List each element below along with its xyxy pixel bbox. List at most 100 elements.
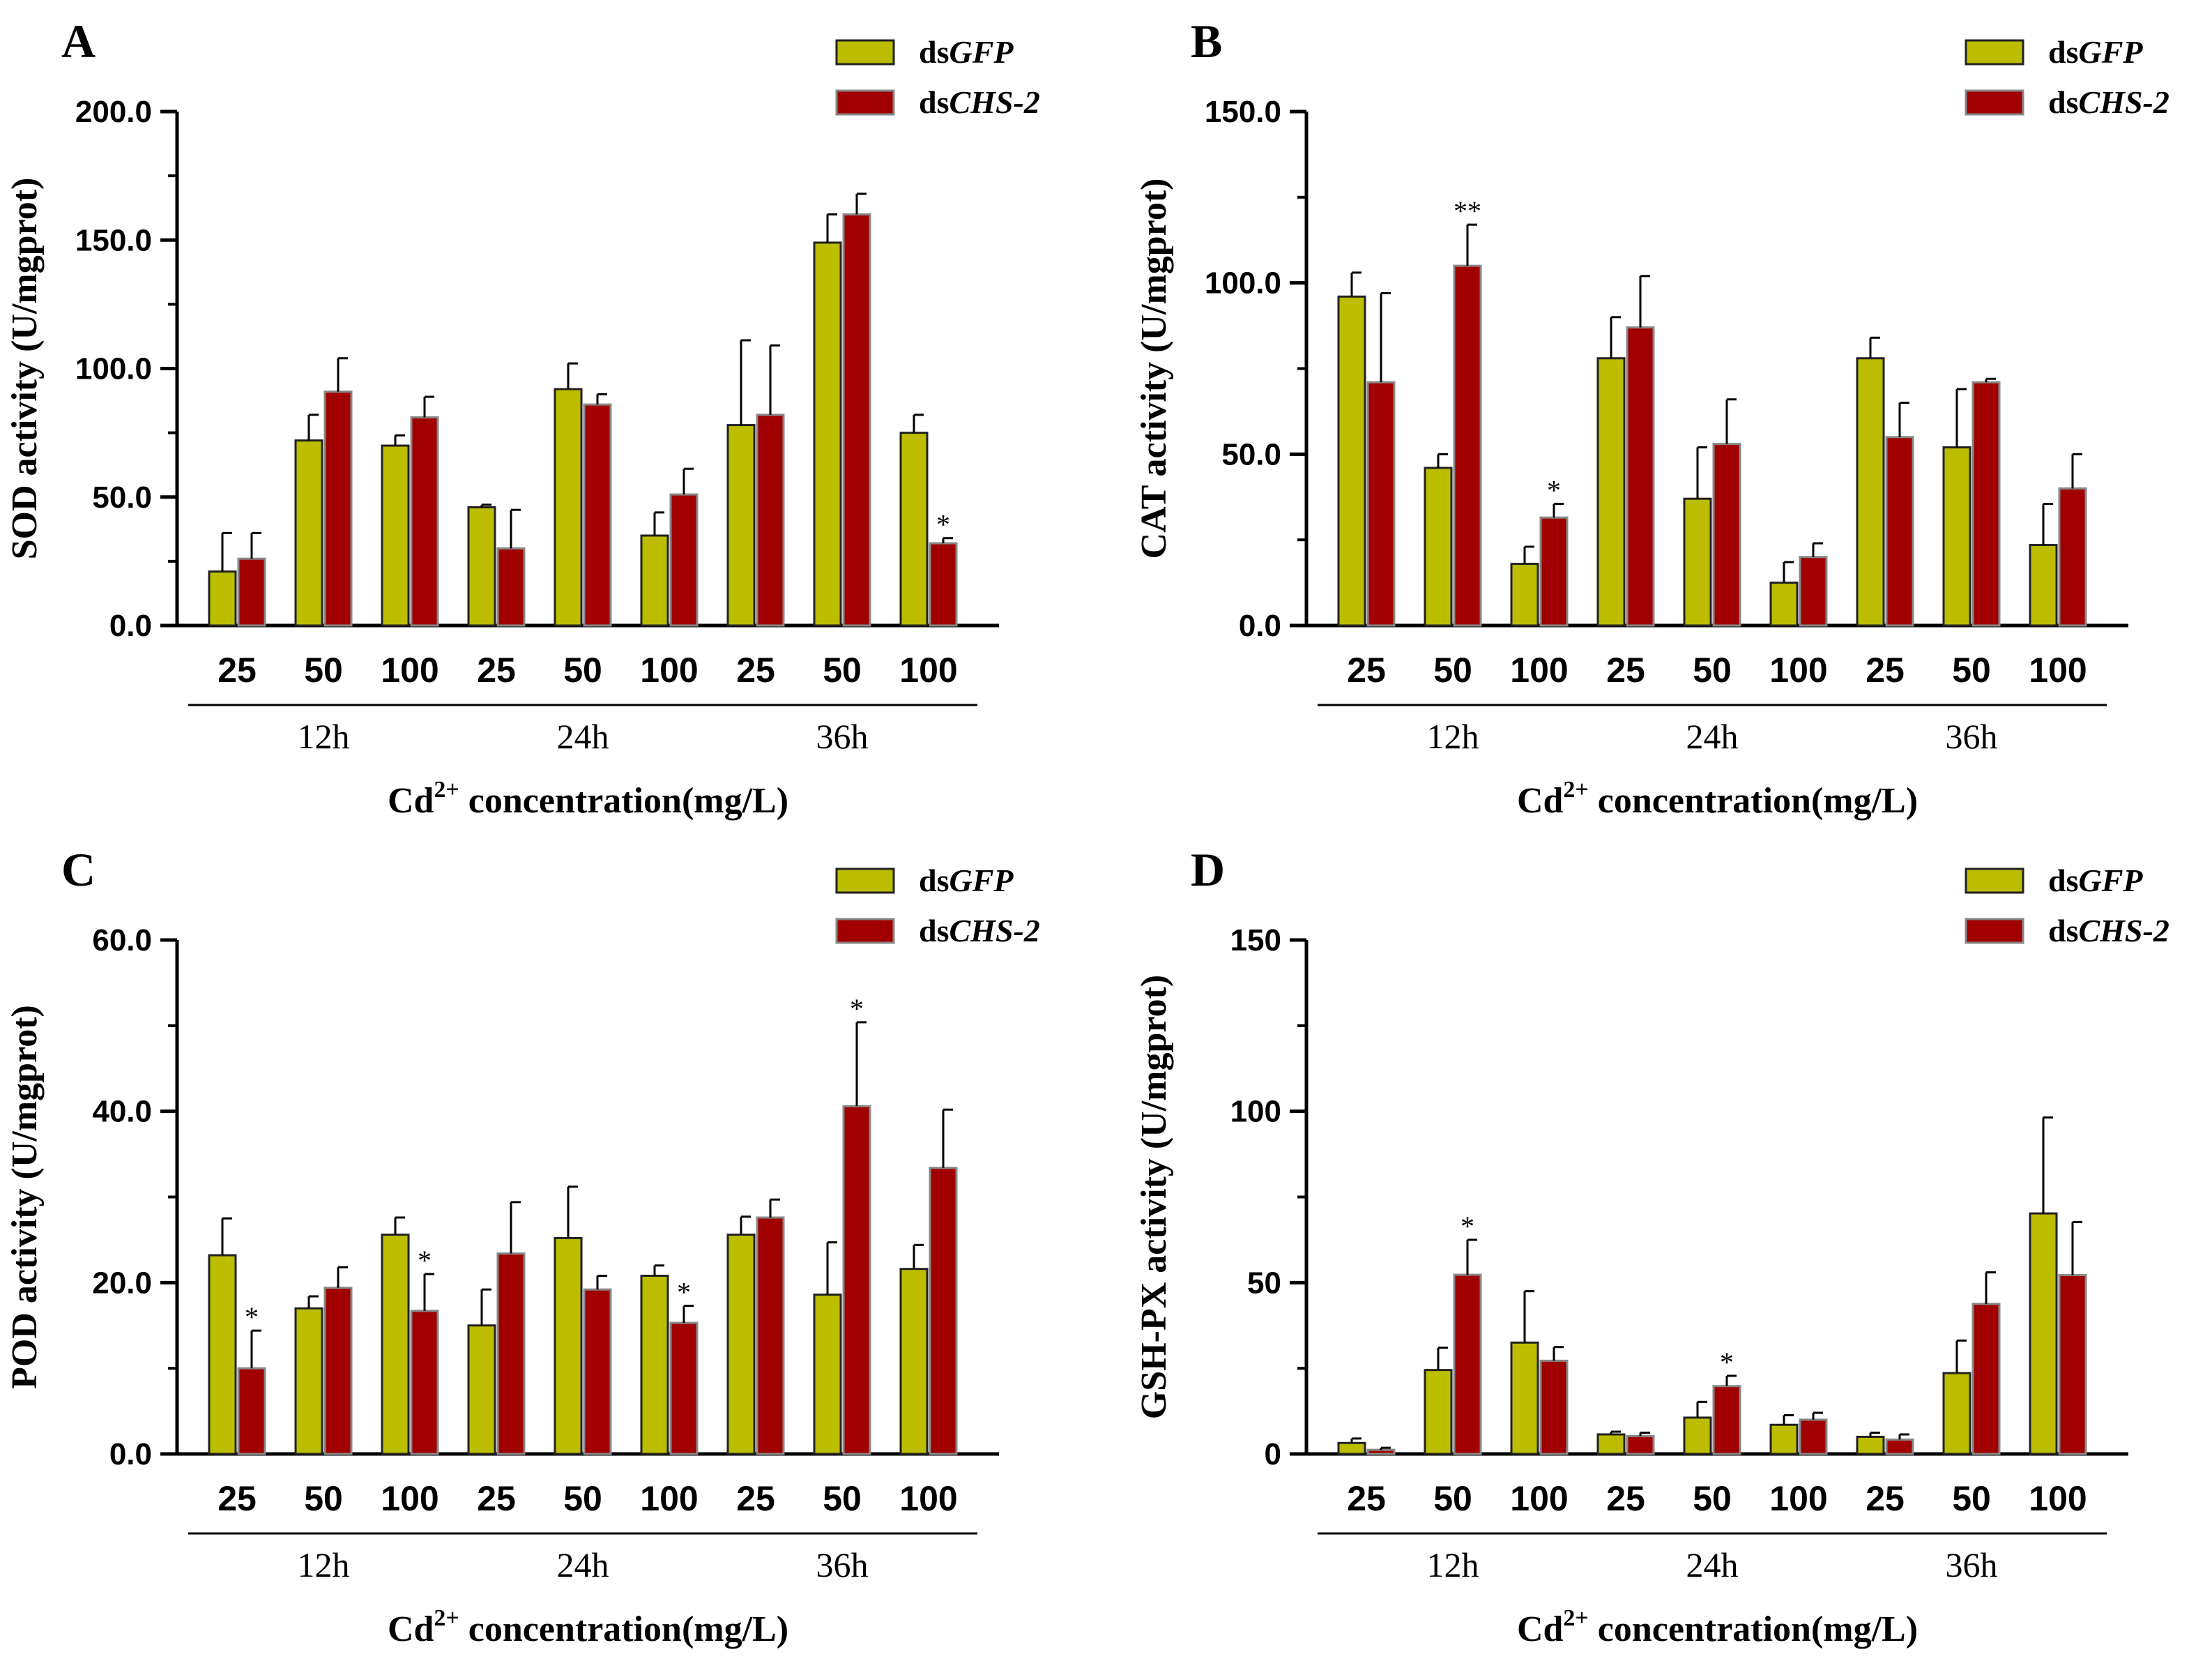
- x-category-label: 25: [1347, 1479, 1386, 1518]
- panel-letter: D: [1191, 843, 1225, 896]
- x-category-label: 25: [218, 1479, 257, 1518]
- x-category-label: 25: [218, 651, 257, 690]
- x-axis-label: Cd2+ concentration(mg/L): [388, 1605, 788, 1649]
- bar-dschs-2: [237, 557, 266, 627]
- x-group-label: 24h: [557, 717, 609, 756]
- legend-name: CHS-2: [949, 84, 1039, 120]
- x-category-label: 50: [1952, 651, 1991, 690]
- y-tick-label: 50.0: [92, 480, 152, 515]
- bar-dsgfp: [1769, 1423, 1799, 1455]
- bar-dsgfp: [1424, 467, 1453, 627]
- bar-dschs-2: [1366, 381, 1396, 627]
- significance-mark: *: [936, 509, 950, 540]
- legend-label: dsGFP: [919, 863, 1014, 898]
- bar-dschs-2: [1885, 436, 1914, 627]
- bar-dsgfp: [899, 432, 929, 627]
- legend-label: dsCHS-2: [919, 84, 1040, 120]
- legend-name: GFP: [949, 34, 1014, 70]
- x-category-label: 100: [899, 1479, 957, 1518]
- legend-label: dsCHS-2: [2048, 913, 2169, 948]
- legend-swatch: [835, 39, 895, 66]
- y-tick-label: 0.0: [109, 1437, 152, 1471]
- bar-dschs-2: [669, 1321, 699, 1455]
- bar-dsgfp: [1683, 497, 1712, 627]
- legend-prefix: ds: [919, 34, 949, 70]
- bar-dsgfp: [813, 1294, 842, 1455]
- bar-dschs-2: [929, 542, 958, 627]
- y-tick-label: 100: [1230, 1095, 1281, 1129]
- x-category-label: 100: [1510, 651, 1568, 690]
- x-category-label: 50: [823, 1479, 862, 1518]
- x-category-label: 50: [1433, 1479, 1472, 1518]
- bar-dschs-2: [1799, 1418, 1828, 1455]
- bar-dsgfp: [2029, 544, 2058, 627]
- x-label-superscript: 2+: [434, 1605, 459, 1631]
- x-group-label: 24h: [557, 1545, 609, 1584]
- legend-prefix: ds: [919, 913, 949, 948]
- x-label-rest: concentration(mg/L): [1589, 1609, 1918, 1649]
- bar-dschs-2: [756, 1216, 785, 1455]
- legend-swatch: [1965, 39, 2024, 66]
- bar-dsgfp: [726, 1234, 756, 1455]
- x-group-label: 24h: [1686, 717, 1739, 756]
- legend-label: dsGFP: [2048, 863, 2143, 898]
- bar-dschs-2: [1626, 326, 1655, 627]
- x-category-label: 25: [1606, 1479, 1645, 1518]
- x-category-label: 100: [640, 651, 698, 690]
- y-tick-label: 150: [1230, 923, 1281, 957]
- bar-dsgfp: [1510, 563, 1539, 627]
- bar-dschs-2: [1539, 516, 1569, 627]
- x-category-label: 100: [1769, 651, 1827, 690]
- bar-dsgfp: [1337, 295, 1366, 627]
- legend-label: dsGFP: [2048, 34, 2143, 70]
- significance-mark: *: [418, 1245, 432, 1276]
- legend-name: CHS-2: [2078, 913, 2169, 948]
- legend-swatch: [835, 89, 895, 116]
- bar-dschs-2: [842, 213, 871, 627]
- bar-dschs-2: [2058, 1274, 2087, 1455]
- chart-panel-b: B CAT activity (U/mgprot) 0.0 50.0 100.0 150.…: [1134, 15, 2169, 821]
- x-category-label: 100: [1510, 1479, 1568, 1518]
- bar-dschs-2: [669, 493, 699, 627]
- bar-dsgfp: [1856, 1435, 1885, 1455]
- y-tick-label: 150.0: [75, 223, 152, 257]
- x-group-label: 12h: [298, 717, 350, 756]
- chart-panel-a: A SOD activity (U/mgprot) 0.0 50.0 100.0 150.…: [5, 15, 1040, 821]
- y-tick-label: 0.0: [109, 609, 152, 643]
- y-axis-label: SOD activity (U/mgprot): [5, 178, 45, 560]
- legend-prefix: ds: [2048, 84, 2078, 120]
- bar-dschs-2: [583, 403, 612, 627]
- bar-dsgfp: [1596, 357, 1626, 627]
- y-tick-label: 0: [1265, 1437, 1281, 1471]
- bar-dsgfp: [1596, 1433, 1626, 1455]
- x-label-rest: concentration(mg/L): [1589, 781, 1918, 821]
- legend-swatch: [835, 867, 895, 894]
- bar-dschs-2: [1453, 1273, 1482, 1455]
- x-category-label: 50: [823, 651, 862, 690]
- x-label-base: Cd: [388, 1609, 434, 1649]
- x-category-label: 100: [381, 651, 438, 690]
- legend-name: GFP: [2078, 34, 2143, 70]
- significance-mark: *: [850, 993, 864, 1024]
- x-label-superscript: 2+: [434, 777, 459, 803]
- y-tick-label: 50: [1247, 1266, 1281, 1300]
- legend-name: GFP: [949, 863, 1014, 898]
- x-category-label: 50: [563, 1479, 602, 1518]
- bar-dsgfp: [899, 1268, 929, 1455]
- significance-mark: **: [1454, 195, 1481, 227]
- legend-label: dsGFP: [919, 34, 1014, 70]
- significance-mark: *: [677, 1276, 691, 1308]
- bar-dschs-2: [1971, 381, 2001, 627]
- bar-dschs-2: [1366, 1448, 1396, 1455]
- x-category-label: 100: [2029, 651, 2087, 690]
- bar-dschs-2: [1971, 1303, 2001, 1455]
- significance-mark: *: [1720, 1347, 1734, 1378]
- x-label-base: Cd: [1517, 1609, 1564, 1649]
- bar-dschs-2: [583, 1288, 612, 1455]
- x-group-label: 36h: [816, 717, 869, 756]
- legend-prefix: ds: [2048, 913, 2078, 948]
- bar-dschs-2: [323, 391, 353, 627]
- x-group-label: 12h: [1427, 717, 1479, 756]
- bar-dsgfp: [2029, 1212, 2058, 1455]
- x-label-base: Cd: [1517, 781, 1564, 821]
